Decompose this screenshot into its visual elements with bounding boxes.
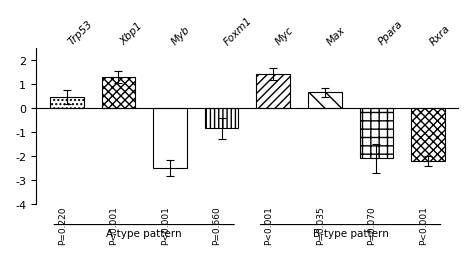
- Text: Myc: Myc: [273, 25, 295, 47]
- Bar: [153, 108, 187, 168]
- Bar: [50, 98, 83, 108]
- Bar: [205, 108, 238, 129]
- Text: P<0.001: P<0.001: [419, 205, 428, 244]
- Bar: [411, 108, 445, 161]
- Text: B-type pattern: B-type pattern: [313, 228, 389, 238]
- Bar: [360, 108, 393, 159]
- Text: Trp53: Trp53: [67, 19, 95, 47]
- Text: Rxra: Rxra: [428, 23, 452, 47]
- Text: P=0.660: P=0.660: [213, 205, 222, 244]
- Text: P=0.070: P=0.070: [367, 205, 376, 244]
- Text: P=0.220: P=0.220: [58, 205, 67, 244]
- Text: Max: Max: [325, 25, 347, 47]
- Text: Myb: Myb: [170, 25, 192, 47]
- Bar: [101, 77, 135, 108]
- Bar: [308, 93, 342, 108]
- Text: Foxm1: Foxm1: [222, 15, 254, 47]
- Text: P<0.001: P<0.001: [264, 205, 273, 244]
- Text: A-type pattern: A-type pattern: [106, 228, 182, 238]
- Text: P<0.001: P<0.001: [161, 205, 170, 244]
- Bar: [256, 75, 290, 108]
- Text: P<0.001: P<0.001: [109, 205, 118, 244]
- Text: P=0.035: P=0.035: [316, 205, 325, 244]
- Text: Ppara: Ppara: [376, 19, 405, 47]
- Text: Xbp1: Xbp1: [118, 21, 145, 47]
